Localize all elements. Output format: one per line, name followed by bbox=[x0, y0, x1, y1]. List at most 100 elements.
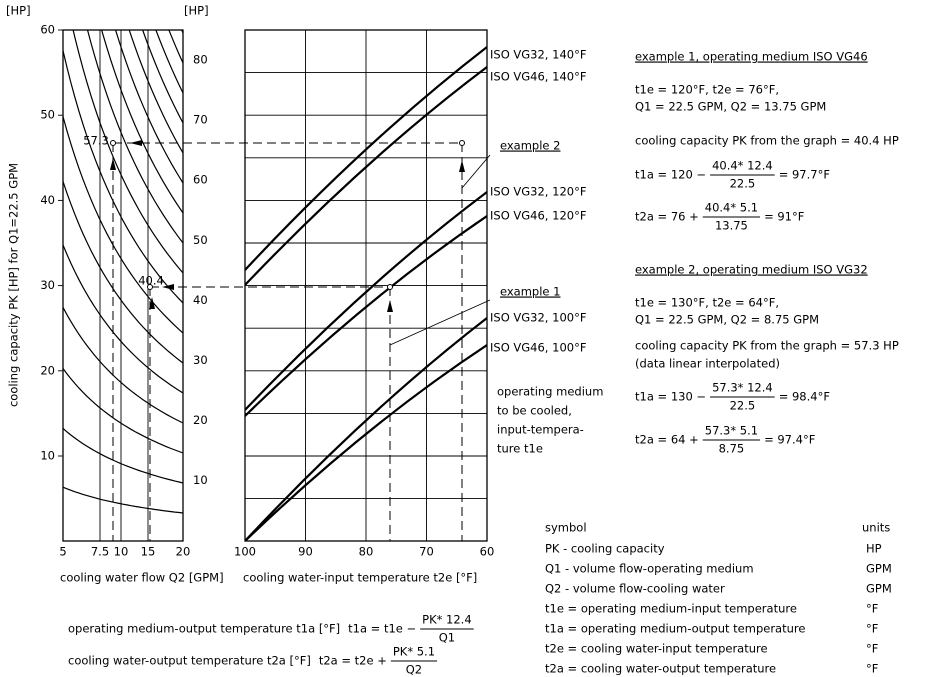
marker bbox=[459, 140, 465, 146]
oil-curve bbox=[245, 344, 487, 541]
y2-tick-label: 20 bbox=[193, 413, 208, 427]
symbol-unit: °F bbox=[866, 662, 878, 676]
y-tick-label: 30 bbox=[40, 278, 55, 292]
symbol-unit: °F bbox=[866, 622, 878, 636]
symbol-text: Q2 - volume flow-cooling water bbox=[545, 582, 725, 596]
capacity-curve bbox=[63, 50, 183, 304]
capacity-curve bbox=[142, 30, 183, 124]
curve-label: ISO VG32, 140°F bbox=[490, 48, 586, 62]
capacity-curve bbox=[63, 428, 183, 484]
oil-curve bbox=[245, 215, 487, 417]
curve-label: ISO VG32, 120°F bbox=[490, 185, 586, 199]
x-tick-label: 100 bbox=[234, 545, 256, 559]
x-tick-label: 10 bbox=[114, 545, 129, 559]
formula-text: = 97.4°F bbox=[764, 433, 815, 447]
example-label: example 1 bbox=[500, 285, 560, 299]
arrow bbox=[162, 284, 174, 290]
arrow bbox=[149, 297, 155, 309]
capacity-curve bbox=[63, 307, 183, 424]
symbol-text: t1a = operating medium-output temperatur… bbox=[545, 622, 805, 636]
y2-tick-label: 30 bbox=[193, 353, 208, 367]
numerator: PK* 12.4 bbox=[422, 613, 472, 627]
arrow bbox=[387, 300, 393, 312]
capacity-curve bbox=[72, 30, 183, 274]
capacity-curve bbox=[63, 368, 183, 454]
numerator: 57.3* 12.4 bbox=[712, 381, 773, 395]
y2-tick-label: 50 bbox=[193, 233, 208, 247]
formula-text: t2a = t2e + bbox=[319, 654, 387, 668]
x-tick-label: 15 bbox=[141, 545, 156, 559]
curve-label: ISO VG46, 140°F bbox=[490, 70, 586, 84]
marker-label: 57.3 bbox=[83, 134, 109, 148]
curve-label: ISO VG46, 120°F bbox=[490, 209, 586, 223]
x-tick-label: 80 bbox=[359, 545, 374, 559]
leader bbox=[389, 299, 491, 346]
leader bbox=[461, 154, 491, 189]
y-tick-label: 20 bbox=[40, 363, 55, 377]
symbol-text: t1e = operating medium-input temperature bbox=[545, 602, 797, 616]
unit-label: [HP] bbox=[6, 4, 31, 18]
y2-tick-label: 10 bbox=[193, 473, 208, 487]
capacity-curve bbox=[101, 30, 183, 214]
capacity-curve bbox=[86, 30, 183, 244]
capacity-curve bbox=[114, 30, 183, 184]
symbol-text: PK - cooling capacity bbox=[545, 542, 665, 556]
x-axis-label: cooling water-input temperature t2e [°F] bbox=[243, 571, 477, 585]
capacity-curve bbox=[155, 30, 183, 94]
x-tick-label: 7.5 bbox=[91, 545, 109, 559]
example-title: example 1, operating medium ISO VG46 bbox=[635, 50, 868, 64]
denominator: 22.5 bbox=[730, 177, 756, 191]
arrow bbox=[130, 140, 142, 146]
x-axis-label: cooling water flow Q2 [GPM] bbox=[60, 571, 224, 585]
oil-curve bbox=[245, 191, 487, 411]
y-tick-label: 10 bbox=[40, 449, 55, 463]
note-line: operating medium bbox=[497, 385, 603, 399]
symbol-unit: °F bbox=[866, 602, 878, 616]
y2-tick-label: 40 bbox=[193, 293, 208, 307]
numerator: PK* 5.1 bbox=[393, 645, 435, 659]
marker-label: 40.4 bbox=[138, 274, 164, 288]
symbol-text: Q1 - volume flow-operating medium bbox=[545, 562, 754, 576]
y2-tick-label: 70 bbox=[193, 113, 208, 127]
y-tick-label: 60 bbox=[40, 23, 55, 37]
unit-label: [HP] bbox=[184, 4, 209, 18]
formula-text: = 91°F bbox=[764, 210, 804, 224]
marker bbox=[110, 140, 116, 146]
oil-curve bbox=[245, 46, 487, 271]
denominator: Q2 bbox=[406, 663, 422, 677]
symbol-unit: GPM bbox=[866, 582, 892, 596]
capacity-curve bbox=[181, 30, 183, 34]
capacity-curve bbox=[63, 244, 183, 394]
capacity-curve bbox=[128, 30, 183, 154]
y-tick-label: 40 bbox=[40, 193, 55, 207]
oil-curve bbox=[245, 317, 487, 541]
arrow bbox=[459, 160, 465, 172]
note-line: ture t1e bbox=[497, 442, 543, 456]
note: (data linear interpolated) bbox=[635, 357, 780, 371]
formula-text: = 98.4°F bbox=[779, 390, 830, 404]
capacity-curve bbox=[63, 486, 183, 514]
x-tick-label: 90 bbox=[298, 545, 313, 559]
denominator: 13.75 bbox=[715, 219, 748, 233]
table-header: symbol bbox=[545, 521, 587, 535]
marker bbox=[387, 284, 393, 290]
table-header: units bbox=[862, 521, 890, 535]
formula-text: t2a = 76 + bbox=[635, 210, 699, 224]
capacity-curves bbox=[63, 30, 183, 514]
oil-curve bbox=[245, 66, 487, 286]
capacity-curve bbox=[63, 181, 183, 364]
symbol-text: t2e = cooling water-input temperature bbox=[545, 642, 768, 656]
denominator: 22.5 bbox=[730, 399, 756, 413]
numerator: 57.3* 5.1 bbox=[705, 424, 758, 438]
formula-text: t1a = 120 − bbox=[635, 168, 706, 182]
capacity: cooling capacity PK from the graph = 57.… bbox=[635, 339, 899, 353]
denominator: Q1 bbox=[439, 631, 455, 645]
given: Q1 = 22.5 GPM, Q2 = 8.75 GPM bbox=[635, 313, 819, 327]
y2-tick-label: 60 bbox=[193, 173, 208, 187]
x-tick-label: 5 bbox=[59, 545, 66, 559]
numerator: 40.4* 12.4 bbox=[712, 159, 773, 173]
formula-text: t2a = 64 + bbox=[635, 433, 699, 447]
note-line: input-tempera- bbox=[497, 423, 584, 437]
symbol-unit: °F bbox=[866, 642, 878, 656]
layout bbox=[58, 29, 491, 542]
